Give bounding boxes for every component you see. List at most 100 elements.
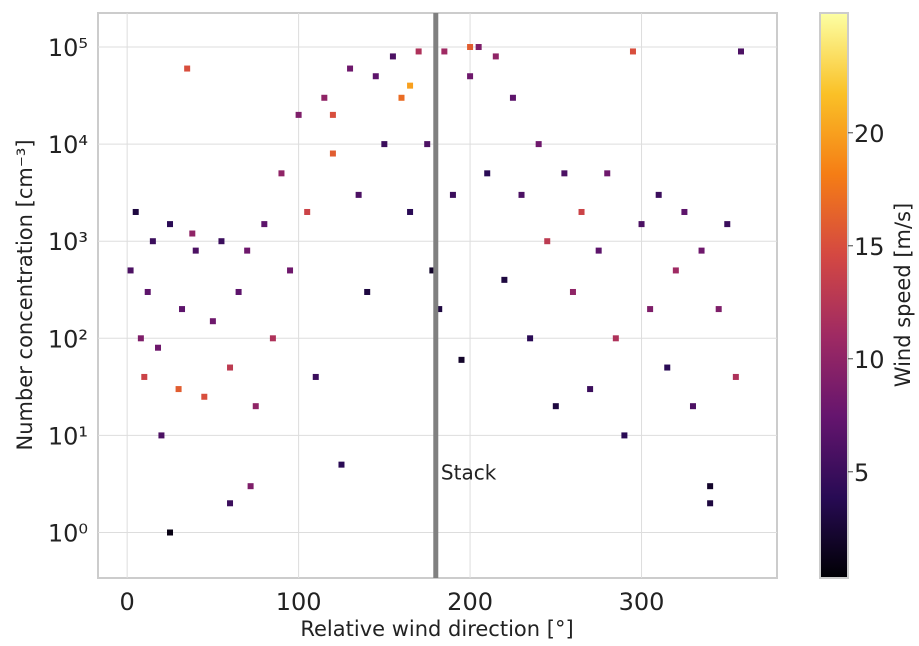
annotation: Stack [441,461,497,485]
point [647,306,654,313]
point [389,53,396,60]
point [338,461,345,468]
y-axis-label: Number concentration [cm⁻³] [13,139,37,450]
point [707,483,714,490]
point [227,364,234,371]
point [561,170,568,177]
point [278,170,285,177]
point [424,141,431,148]
point [167,221,174,228]
point [227,500,234,507]
point [458,356,465,363]
colorbar-tick-label: 15 [854,233,885,261]
point [629,48,636,55]
point [707,500,714,507]
point [355,191,362,198]
point [527,335,534,342]
point [132,208,139,215]
point [569,288,576,295]
point [484,170,491,177]
colorbar-tick-label: 5 [854,459,869,487]
point [209,318,216,325]
point [218,238,225,245]
colorbar [819,12,849,579]
point [535,141,542,148]
point [184,65,191,72]
y-tick-label: 10⁵ [48,34,88,62]
point [672,267,679,274]
point [179,306,186,313]
point [252,403,259,410]
point [715,306,722,313]
point [612,335,619,342]
point [415,48,422,55]
colorbar-tick-label: 10 [854,346,885,374]
point [189,230,196,237]
point [329,150,336,157]
point [364,288,371,295]
point [372,73,379,80]
point [655,191,662,198]
y-tick-label: 10¹ [48,422,88,450]
y-tick-label: 10³ [48,228,88,256]
point [664,364,671,371]
colorbar-label: Wind speed [m/s] [891,203,915,387]
point [127,267,134,274]
y-tick-label: 10² [48,325,88,353]
point [235,288,242,295]
point [689,403,696,410]
point [552,403,559,410]
point [247,483,254,490]
y-tick-label: 10⁴ [48,131,88,159]
point [158,432,165,439]
point [681,208,688,215]
point [175,386,182,393]
point [467,73,474,80]
point [638,221,645,228]
point [587,386,594,393]
point [141,373,148,380]
point [287,267,294,274]
point [244,247,251,254]
point [501,276,508,283]
point [261,221,268,228]
y-tick-label: 10⁰ [48,520,88,548]
point [441,48,448,55]
point [321,94,328,101]
point [724,221,731,228]
point [621,432,628,439]
point [269,335,276,342]
point [578,208,585,215]
point [407,208,414,215]
point [347,65,354,72]
point [732,373,739,380]
point [475,44,482,51]
point [312,373,319,380]
x-tick-label: 100 [276,588,322,616]
point [149,238,156,245]
point [449,191,456,198]
point [604,170,611,177]
colorbar-tick-label: 20 [854,120,885,148]
point [192,247,199,254]
point [381,141,388,148]
point [467,44,474,51]
point [595,247,602,254]
point [492,53,499,60]
x-tick-label: 300 [619,588,665,616]
point [698,247,705,254]
point [201,393,208,400]
point [295,111,302,118]
point [155,344,162,351]
point [137,335,144,342]
point [509,94,516,101]
point [544,238,551,245]
point [436,306,443,313]
point [144,288,151,295]
x-tick-label: 0 [120,588,135,616]
point [429,267,436,274]
x-tick-label: 200 [447,588,493,616]
x-axis-label: Relative wind direction [°] [300,617,573,641]
point [407,82,414,89]
